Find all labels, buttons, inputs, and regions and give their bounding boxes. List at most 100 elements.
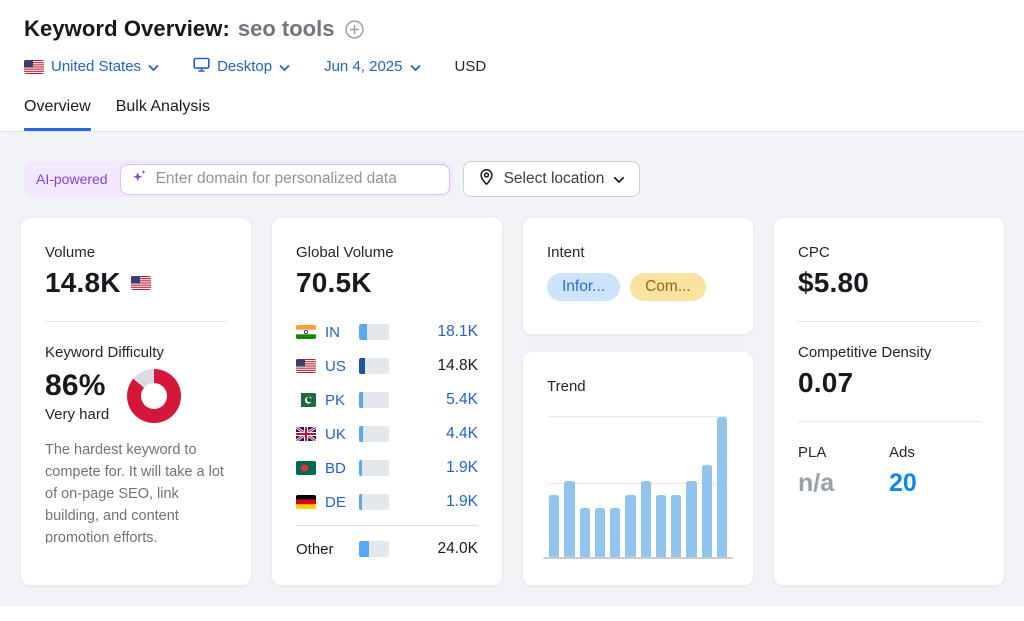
add-keyword-icon[interactable] — [344, 19, 365, 40]
country-volume-list: IN 18.1K US 14.8K PK 5.4K UK 4.4K BD 1.9K DE 1.9K Ot… — [296, 315, 478, 566]
intent-label: Intent — [547, 244, 585, 261]
domain-input[interactable] — [155, 170, 439, 188]
page-keyword: seo tools — [237, 16, 335, 41]
date-filter[interactable]: Jun 4, 2025 — [324, 58, 420, 75]
trend-bar — [625, 495, 636, 557]
country-volume-row: IN 18.1K — [296, 315, 478, 349]
country-volume-value[interactable]: 18.1K — [437, 323, 478, 340]
chevron-down-icon — [613, 171, 625, 189]
ai-powered-badge: AI-powered — [36, 171, 108, 187]
divider — [45, 321, 227, 322]
trend-label: Trend — [547, 378, 586, 395]
country-volume-bar — [359, 392, 389, 408]
other-volume-row: Other 24.0K — [296, 532, 478, 566]
competitive-density-label: Competitive Density — [798, 344, 932, 361]
sparkle-icon — [131, 169, 148, 190]
country-volume-value[interactable]: 1.9K — [446, 493, 478, 510]
domain-input-box[interactable] — [119, 163, 450, 195]
tab-divider — [0, 131, 1024, 132]
chevron-down-icon — [148, 64, 159, 72]
trend-baseline — [543, 557, 733, 559]
gridline — [547, 483, 729, 484]
country-code-link[interactable]: IN — [325, 323, 340, 341]
volume-label: Volume — [45, 244, 96, 261]
country-code-link[interactable]: US — [325, 357, 346, 375]
global-volume-card: Global Volume 70.5K IN 18.1K US 14.8K PK 5.4K… — [271, 217, 503, 586]
country-filter[interactable]: United States — [24, 58, 159, 75]
country-code-link[interactable]: PK — [325, 391, 346, 409]
trend-chart — [543, 413, 733, 559]
country-volume-value: 14.8K — [437, 357, 478, 374]
flag-us-icon — [24, 59, 44, 74]
country-volume-bar — [359, 460, 389, 476]
trend-bar — [579, 508, 590, 557]
country-code-link[interactable]: BD — [325, 459, 346, 477]
keyword-difficulty-level: Very hard — [45, 406, 110, 423]
chevron-down-icon — [410, 64, 421, 72]
keyword-difficulty-description: The hardest keyword to compete for. It w… — [45, 442, 224, 543]
other-volume-value: 24.0K — [437, 540, 478, 557]
pla-label: PLA — [798, 444, 827, 461]
keyword-difficulty-label: Keyword Difficulty — [45, 344, 164, 361]
country-filter-label: United States — [51, 58, 142, 75]
country-code-link[interactable]: DE — [325, 493, 346, 511]
flag-us-icon — [130, 276, 151, 290]
intent-badge-commercial[interactable]: Com... — [630, 273, 706, 301]
metrics-grid: Volume 14.8K Keyword Difficulty 86% Very… — [0, 197, 1024, 586]
desktop-icon — [193, 57, 210, 76]
country-volume-row: PK 5.4K — [296, 383, 478, 417]
page-header: Keyword Overview: seo tools United State… — [0, 0, 1024, 132]
flag-us-icon — [296, 359, 316, 373]
country-volume-row: DE 1.9K — [296, 485, 478, 519]
country-volume-row: BD 1.9K — [296, 451, 478, 485]
currency-label: USD — [454, 58, 487, 75]
device-filter[interactable]: Desktop — [193, 57, 290, 76]
divider — [798, 321, 980, 322]
trend-bar — [655, 495, 666, 557]
divider — [798, 421, 980, 422]
flag-bd-icon — [296, 461, 316, 475]
tab-overview[interactable]: Overview — [24, 98, 91, 131]
country-volume-bar — [359, 541, 389, 557]
intent-card: Intent Infor... Com... — [522, 217, 754, 335]
country-volume-bar — [359, 324, 389, 340]
select-location-label: Select location — [503, 170, 605, 187]
main-content: AI-powered Select location Volume 14.8K … — [0, 132, 1024, 606]
intent-trend-column: Intent Infor... Com... Trend — [522, 217, 754, 586]
cpc-label: CPC — [798, 244, 830, 261]
title-row: Keyword Overview: seo tools — [24, 16, 1000, 42]
intent-badge-informational[interactable]: Infor... — [547, 273, 621, 301]
pla-value: n/a — [798, 469, 835, 497]
ads-value[interactable]: 20 — [889, 469, 917, 497]
country-volume-value[interactable]: 5.4K — [446, 391, 478, 408]
global-volume-value: 70.5K — [296, 267, 372, 298]
other-label: Other — [296, 540, 334, 558]
ai-toolbar: AI-powered Select location — [24, 161, 1024, 197]
ai-powered-wrapper: AI-powered — [24, 161, 453, 197]
cpc-value: $5.80 — [798, 267, 870, 298]
intent-badges: Infor... Com... — [547, 273, 729, 301]
keyword-difficulty-value: 86% — [45, 369, 106, 402]
divider — [296, 525, 478, 526]
country-volume-value[interactable]: 1.9K — [446, 459, 478, 476]
country-volume-bar — [359, 494, 389, 510]
chevron-down-icon — [279, 64, 290, 72]
country-volume-row: UK 4.4K — [296, 417, 478, 451]
country-code-link[interactable]: UK — [325, 425, 346, 443]
trend-bar — [686, 481, 697, 557]
tab-bar: Overview Bulk Analysis — [24, 98, 1000, 131]
tab-bulk-analysis[interactable]: Bulk Analysis — [115, 98, 210, 115]
country-volume-value[interactable]: 4.4K — [446, 425, 478, 442]
ads-label: Ads — [889, 444, 915, 461]
trend-bars — [549, 417, 727, 557]
cpc-card: CPC $5.80 Competitive Density 0.07 PLA n… — [773, 217, 1005, 586]
trend-bar — [549, 495, 560, 557]
date-filter-label: Jun 4, 2025 — [324, 58, 403, 75]
flag-uk-icon — [296, 427, 316, 441]
country-volume-bar — [359, 426, 389, 442]
trend-card: Trend — [522, 351, 754, 586]
trend-bar — [701, 465, 712, 557]
select-location-button[interactable]: Select location — [462, 161, 641, 197]
global-volume-label: Global Volume — [296, 244, 394, 261]
trend-bar — [671, 495, 682, 557]
